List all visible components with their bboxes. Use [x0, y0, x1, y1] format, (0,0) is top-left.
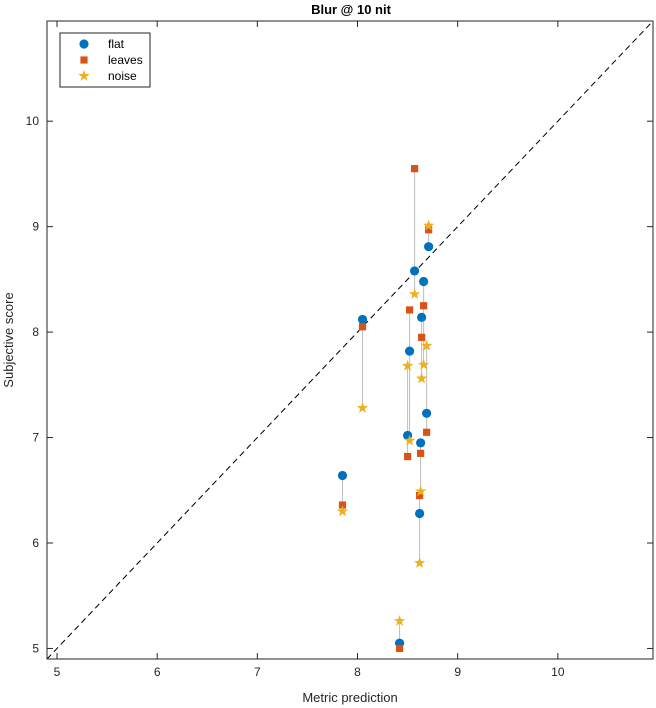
flat-point [419, 276, 429, 287]
legend: flat leaves noise [59, 32, 151, 88]
flat-point [415, 508, 425, 519]
noise-point [413, 557, 426, 568]
leaves-point [425, 226, 433, 234]
y-axis-label: Subjective score [1, 292, 16, 387]
legend-box [59, 32, 151, 88]
plot-frame [46, 20, 654, 660]
noise-point [393, 615, 406, 626]
noise-point [422, 219, 435, 231]
leaves-point [403, 452, 412, 461]
x-tick-label: 5 [54, 665, 61, 679]
noise-point [414, 485, 427, 497]
legend-label: leaves [108, 53, 143, 67]
leaves-point [423, 428, 431, 436]
x-tick-label: 6 [154, 665, 161, 679]
leaves-point [420, 302, 428, 310]
flat-point [416, 438, 426, 448]
y-tick-label: 7 [32, 431, 39, 445]
noise-point [417, 358, 430, 370]
flat-point [404, 346, 415, 356]
leaves-point [395, 644, 404, 653]
legend-label: noise [108, 69, 137, 83]
leaves-point [411, 165, 419, 173]
x-tick-label: 7 [254, 665, 261, 679]
y-tick-label: 6 [32, 536, 39, 550]
noise-point [420, 339, 433, 351]
chart-title: Blur @ 10 nit [311, 2, 392, 17]
marks-layer [336, 165, 435, 653]
flat-point [357, 314, 368, 325]
legend-marker-flat [79, 39, 89, 49]
leaves-point [417, 449, 425, 457]
legend-marker-leaves [80, 56, 88, 64]
noise-point [401, 359, 414, 371]
flat-point [417, 312, 427, 322]
x-tick-label: 10 [551, 665, 565, 679]
leaves-point [358, 323, 367, 331]
noise-point [415, 372, 428, 384]
x-axis-label: Metric prediction [302, 690, 397, 705]
leaves-point [418, 333, 426, 341]
flat-point [422, 408, 432, 418]
y-tick-label: 10 [26, 114, 40, 128]
leaves-point [405, 306, 414, 314]
x-tick-label: 9 [454, 665, 461, 679]
noise-point [403, 434, 416, 446]
leaves-point [338, 501, 347, 509]
leaves-point [416, 491, 424, 500]
legend-label: flat [108, 37, 125, 51]
noise-point [408, 288, 421, 299]
axis-ticks: 5 6 7 8 9 10 5 6 7 8 9 10 [26, 21, 653, 679]
x-tick-label: 8 [354, 665, 361, 679]
legend-marker-noise [78, 70, 90, 81]
y-tick-label: 8 [32, 325, 39, 339]
noise-point [356, 402, 369, 413]
flat-point [337, 470, 348, 481]
noise-point [336, 505, 349, 517]
y-tick-label: 5 [32, 641, 39, 655]
y-tick-label: 9 [32, 220, 39, 234]
flat-point [410, 266, 420, 276]
flat-point [424, 242, 434, 252]
identity-reference-line [46, 20, 654, 660]
